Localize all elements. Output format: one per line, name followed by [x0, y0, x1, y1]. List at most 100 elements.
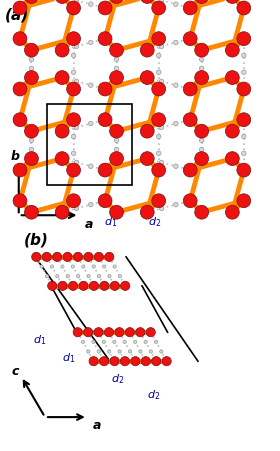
- Circle shape: [100, 281, 109, 291]
- Circle shape: [144, 341, 147, 344]
- Circle shape: [67, 114, 81, 127]
- Circle shape: [129, 350, 132, 354]
- Circle shape: [195, 206, 209, 220]
- Text: (a): (a): [5, 7, 29, 22]
- Circle shape: [110, 357, 119, 366]
- Circle shape: [25, 206, 38, 220]
- Circle shape: [29, 148, 34, 152]
- Circle shape: [118, 275, 122, 278]
- Circle shape: [157, 71, 161, 75]
- Circle shape: [45, 275, 48, 278]
- Circle shape: [113, 341, 116, 344]
- Circle shape: [183, 164, 197, 178]
- Circle shape: [92, 341, 95, 344]
- Circle shape: [63, 253, 72, 262]
- Circle shape: [123, 341, 126, 344]
- Circle shape: [98, 114, 112, 127]
- Circle shape: [105, 253, 114, 262]
- Circle shape: [71, 54, 76, 59]
- Circle shape: [42, 253, 51, 262]
- Circle shape: [225, 152, 239, 166]
- Circle shape: [74, 161, 79, 166]
- Circle shape: [114, 148, 119, 152]
- Circle shape: [141, 357, 150, 366]
- Circle shape: [110, 206, 123, 220]
- Circle shape: [74, 126, 79, 130]
- Circle shape: [183, 83, 197, 97]
- Circle shape: [48, 281, 57, 291]
- Circle shape: [152, 164, 166, 178]
- Circle shape: [81, 341, 85, 344]
- Circle shape: [199, 148, 204, 152]
- Text: $d_1$: $d_1$: [33, 333, 46, 346]
- Circle shape: [154, 341, 158, 344]
- Circle shape: [134, 341, 137, 344]
- Circle shape: [13, 2, 27, 16]
- Circle shape: [13, 164, 27, 178]
- Circle shape: [159, 126, 164, 130]
- Circle shape: [76, 275, 80, 278]
- Circle shape: [55, 125, 69, 139]
- Circle shape: [67, 164, 81, 178]
- Circle shape: [152, 357, 161, 366]
- Circle shape: [73, 253, 83, 262]
- Circle shape: [159, 45, 164, 50]
- Circle shape: [108, 275, 111, 278]
- Text: a: a: [85, 217, 93, 230]
- Circle shape: [94, 253, 103, 262]
- Circle shape: [110, 125, 123, 139]
- Circle shape: [88, 122, 93, 127]
- Circle shape: [97, 275, 101, 278]
- Circle shape: [242, 54, 246, 59]
- Circle shape: [25, 152, 38, 166]
- Circle shape: [79, 281, 88, 291]
- Circle shape: [88, 165, 93, 169]
- Circle shape: [55, 44, 69, 58]
- Circle shape: [67, 2, 81, 16]
- Circle shape: [98, 2, 112, 16]
- Circle shape: [84, 253, 93, 262]
- Circle shape: [118, 350, 121, 354]
- Text: $d_1$: $d_1$: [62, 351, 75, 364]
- Circle shape: [92, 265, 95, 268]
- Circle shape: [140, 44, 154, 58]
- Circle shape: [69, 281, 78, 291]
- Text: $d_1$: $d_1$: [104, 215, 118, 229]
- Circle shape: [131, 357, 140, 366]
- Circle shape: [195, 152, 209, 166]
- Circle shape: [174, 41, 178, 46]
- Text: b: b: [10, 149, 20, 162]
- Circle shape: [152, 194, 166, 208]
- Text: $d_2$: $d_2$: [111, 371, 125, 385]
- Circle shape: [140, 0, 154, 5]
- Circle shape: [94, 328, 103, 337]
- Circle shape: [88, 41, 93, 46]
- Circle shape: [174, 3, 178, 7]
- Circle shape: [159, 0, 164, 4]
- Circle shape: [237, 32, 251, 46]
- Circle shape: [149, 350, 153, 354]
- Circle shape: [87, 275, 90, 278]
- Circle shape: [40, 265, 43, 268]
- Circle shape: [152, 83, 166, 97]
- Circle shape: [225, 71, 239, 85]
- Circle shape: [152, 114, 166, 127]
- Circle shape: [88, 3, 93, 7]
- Circle shape: [159, 161, 164, 166]
- Circle shape: [160, 350, 163, 354]
- Circle shape: [199, 139, 204, 143]
- Circle shape: [162, 357, 171, 366]
- Circle shape: [98, 83, 112, 97]
- Circle shape: [140, 71, 154, 85]
- Circle shape: [83, 328, 93, 337]
- Circle shape: [82, 265, 85, 268]
- Circle shape: [152, 32, 166, 46]
- Circle shape: [89, 281, 99, 291]
- Circle shape: [183, 32, 197, 46]
- Circle shape: [55, 0, 69, 5]
- Circle shape: [61, 265, 64, 268]
- Circle shape: [146, 328, 155, 337]
- Circle shape: [140, 152, 154, 166]
- Circle shape: [157, 152, 161, 156]
- Circle shape: [89, 357, 98, 366]
